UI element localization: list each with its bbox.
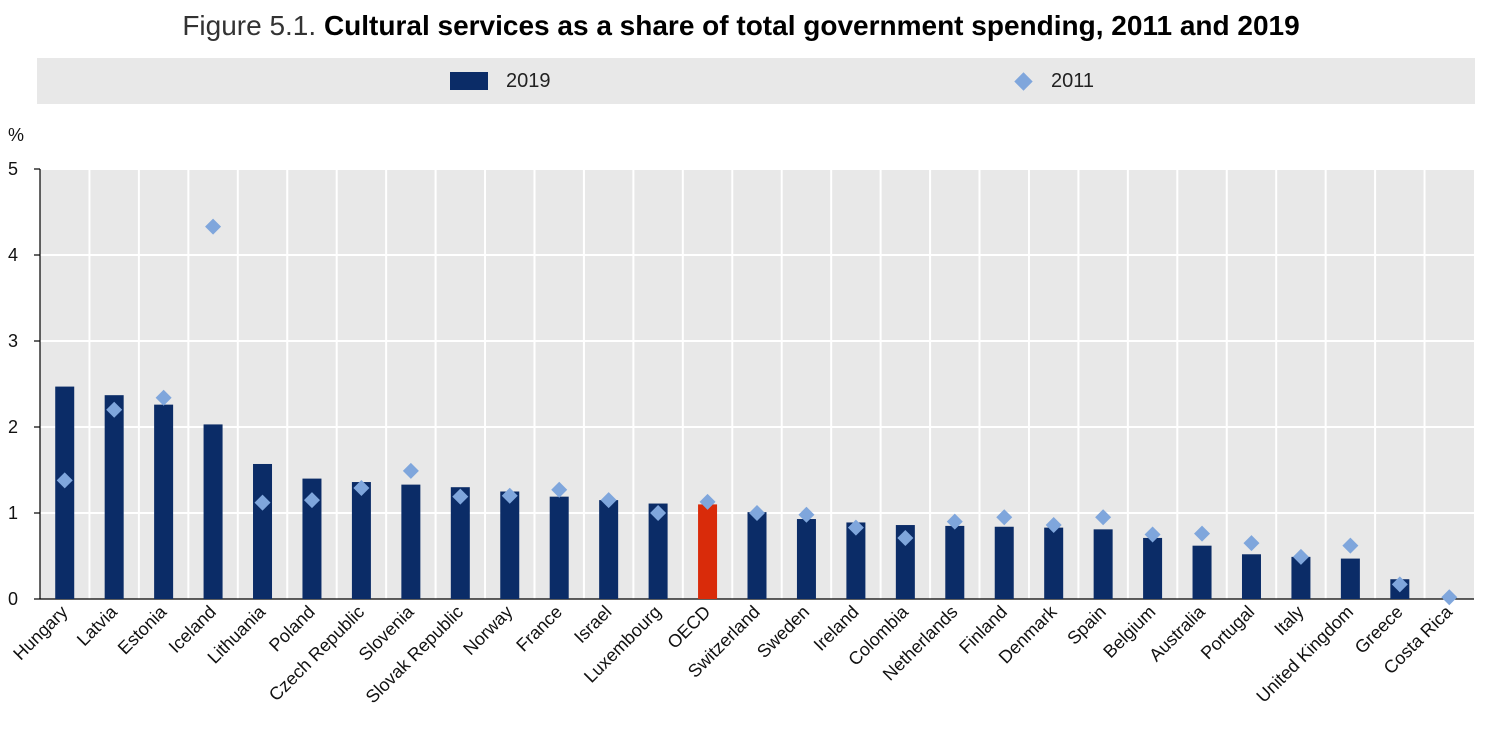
bar-2019 — [648, 503, 668, 599]
marker-2011 — [402, 462, 419, 479]
chart-title-text: Cultural services as a share of total go… — [323, 10, 1300, 41]
x-tick-label: Hungary — [9, 602, 71, 664]
marker-2011 — [798, 506, 815, 523]
marker-2011 — [847, 519, 864, 536]
x-tick-label: France — [512, 602, 566, 656]
y-axis-label: % — [8, 125, 24, 145]
marker-2011 — [1292, 548, 1309, 565]
bar-2019 — [154, 404, 174, 599]
bar-2019 — [698, 504, 718, 599]
marker-2011 — [254, 494, 271, 511]
x-tick-label: Estonia — [114, 601, 171, 658]
x-tick-label: Australia — [1145, 601, 1209, 665]
x-tick-label: Norway — [459, 602, 516, 659]
x-tick-label: Israel — [570, 602, 615, 647]
bar-2019 — [302, 478, 322, 599]
marker-2011 — [205, 218, 222, 235]
marker-2011 — [501, 487, 518, 504]
bar-2019 — [104, 395, 124, 599]
marker-2011 — [452, 488, 469, 505]
x-tick-label: Sweden — [753, 602, 813, 662]
bar-2019 — [1291, 556, 1311, 599]
legend-swatch-2019 — [450, 72, 488, 90]
marker-2011 — [1441, 589, 1458, 606]
bar-2019 — [1093, 529, 1113, 599]
bar-2019 — [1044, 527, 1064, 599]
marker-2011 — [1095, 509, 1112, 526]
bar-2019 — [351, 482, 371, 599]
chart-title: Figure 5.1. Cultural services as a share… — [0, 10, 1482, 42]
marker-2011 — [56, 472, 73, 489]
y-tick-label: 0 — [8, 589, 18, 609]
marker-2011 — [650, 505, 667, 521]
bar-2019 — [203, 424, 223, 599]
marker-2011 — [600, 492, 617, 509]
marker-2011 — [1194, 525, 1211, 542]
marker-2011 — [1144, 526, 1161, 543]
y-tick-label: 2 — [8, 417, 18, 437]
legend-label-2019: 2019 — [506, 69, 551, 92]
legend-label-2011: 2011 — [1051, 69, 1095, 92]
y-tick-label: 3 — [8, 331, 18, 351]
x-tick-label: Spain — [1063, 602, 1110, 649]
bar-2019 — [747, 512, 767, 599]
bar-2019 — [549, 496, 569, 599]
figure-number: Figure 5.1. — [182, 10, 317, 41]
bar-2019 — [895, 525, 915, 599]
bar-2019 — [500, 491, 520, 599]
marker-2011 — [946, 513, 963, 530]
bar-2019 — [994, 526, 1014, 599]
legend: 2019 2011 — [37, 58, 1475, 104]
y-tick-label: 5 — [8, 159, 18, 179]
bar-2019 — [1143, 537, 1163, 599]
bar-2019 — [1241, 554, 1261, 599]
marker-2011 — [699, 493, 716, 510]
marker-2011 — [1342, 537, 1359, 554]
legend-item-2019: 2019 — [450, 58, 551, 104]
marker-2011 — [1243, 535, 1260, 552]
marker-2011 — [749, 505, 765, 521]
x-tick-label: Italy — [1270, 602, 1307, 639]
bar-2019 — [846, 522, 866, 599]
marker-2011 — [155, 389, 172, 406]
x-tick-label: Portugal — [1197, 602, 1259, 664]
marker-2011 — [551, 481, 568, 498]
marker-2011 — [897, 529, 914, 546]
bar-2019 — [945, 525, 965, 599]
bar-2019 — [1192, 545, 1212, 599]
y-tick-label: 4 — [8, 245, 18, 265]
bar-2019 — [55, 386, 75, 599]
bar-2019 — [796, 519, 816, 599]
y-tick-label: 1 — [8, 503, 18, 523]
marker-2011 — [353, 480, 370, 497]
bar-2019 — [599, 500, 619, 599]
marker-2011 — [996, 509, 1013, 526]
bar-2019 — [401, 484, 421, 599]
bar-2019 — [253, 463, 273, 599]
bar-2019 — [1340, 558, 1360, 599]
marker-2011 — [1391, 576, 1408, 593]
marker-2011 — [303, 492, 320, 509]
bar-2019 — [450, 487, 470, 599]
legend-item-2011: 2011 — [1014, 58, 1094, 104]
marker-2011 — [106, 401, 123, 418]
marker-2011 — [1045, 517, 1062, 534]
